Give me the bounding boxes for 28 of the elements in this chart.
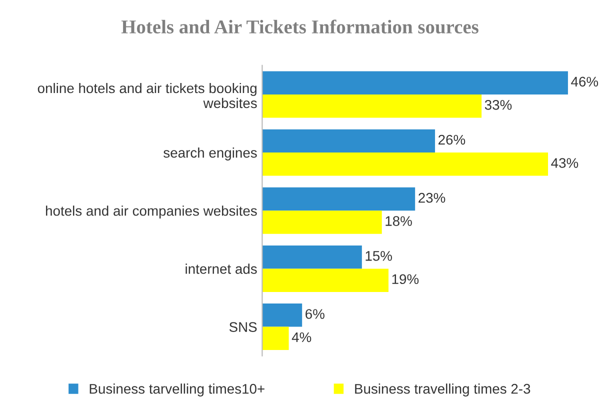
- data-label: 6%: [306, 309, 324, 319]
- legend-label: Business tarvelling times10+: [90, 384, 264, 396]
- data-label: 33%: [484, 100, 512, 110]
- y-tick-label: search engines: [164, 148, 257, 160]
- bar: [262, 71, 568, 94]
- bar: [262, 268, 388, 292]
- chart-title: Hotels and Air Tickets Information sources: [121, 20, 478, 34]
- bar: [262, 152, 548, 176]
- bar: [262, 326, 289, 350]
- y-tick-label: internet ads: [186, 264, 257, 274]
- bar: [262, 304, 302, 327]
- data-label: 23%: [418, 192, 446, 203]
- legend-label: Business travelling times 2-3: [355, 384, 530, 396]
- bar: [262, 245, 362, 269]
- data-label: 19%: [392, 274, 419, 284]
- y-tick-label: online hotels and air tickets booking websites: [38, 82, 257, 108]
- data-label: 46%: [571, 76, 598, 87]
- bar: [262, 187, 416, 211]
- y-tick-label: SNS: [229, 322, 257, 332]
- data-label: 18%: [386, 216, 412, 226]
- bar: [262, 129, 436, 153]
- bar: [262, 210, 382, 234]
- data-label: 26%: [438, 134, 466, 145]
- data-label: 4%: [292, 332, 312, 342]
- data-label: 15%: [366, 251, 392, 261]
- y-tick-label: hotels and air companies websites: [46, 206, 257, 219]
- bar: [262, 94, 482, 118]
- data-label: 43%: [551, 158, 578, 168]
